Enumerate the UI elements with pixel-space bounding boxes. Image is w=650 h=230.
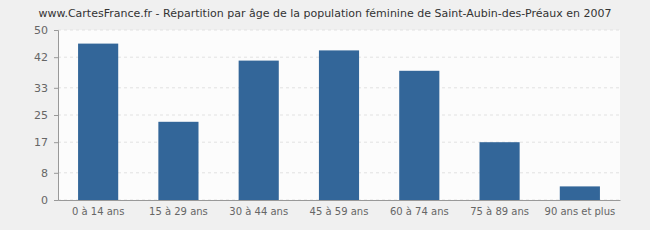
tick-label: 75 à 89 ans: [470, 206, 529, 217]
tick-label: 42: [34, 51, 48, 64]
tick: 8: [41, 167, 58, 180]
y-axis: 0 8 17 25 33 42 50: [34, 24, 59, 207]
tick-mark: [54, 115, 58, 116]
bar: [319, 50, 359, 200]
x-axis: 0 à 14 ans 15 à 29 ans 30 à 44 ans 45 à 59 …: [59, 200, 621, 217]
chart: www.CartesFrance.fr - Répartition par âg…: [0, 0, 650, 230]
tick: 50: [34, 24, 58, 37]
background: [0, 0, 650, 230]
tick-label: 45 à 59 ans: [310, 206, 369, 217]
tick: 33: [34, 82, 58, 95]
tick-mark: [54, 173, 58, 174]
tick-mark: [54, 57, 58, 58]
tick-mark: [54, 88, 58, 89]
tick: 15 à 29 ans: [149, 200, 208, 217]
tick-mark: [54, 200, 58, 201]
tick: 75 à 89 ans: [470, 200, 529, 217]
tick: 0 à 14 ans: [72, 200, 124, 217]
tick-mark: [54, 30, 58, 31]
grid: [58, 30, 620, 200]
bar: [158, 122, 198, 200]
bar: [560, 186, 600, 200]
axis-line: [54, 31, 59, 201]
tick-label: 60 à 74 ans: [390, 206, 449, 217]
tick: 45 à 59 ans: [310, 200, 369, 217]
tick-label: 17: [34, 136, 48, 149]
bar: [78, 44, 118, 200]
tick-label: 50: [34, 24, 48, 37]
bar: [399, 71, 439, 200]
tick: 30 à 44 ans: [229, 200, 288, 217]
tick-label: 0 à 14 ans: [72, 206, 124, 217]
tick-label: 90 ans et plus: [545, 206, 616, 217]
tick: 17: [34, 136, 58, 149]
tick-label: 25: [34, 109, 48, 122]
bar: [239, 61, 279, 200]
plot: 0 8 17 25 33 42 50 0 à 14 ans 15 à 29 ans 30 à 44…: [34, 24, 621, 217]
tick: 60 à 74 ans: [390, 200, 449, 217]
tick: 25: [34, 109, 58, 122]
plot-area: [58, 30, 620, 200]
tick-label: 33: [34, 82, 48, 95]
tick: 90 ans et plus: [545, 200, 616, 217]
grid-line: [58, 30, 620, 31]
bar: [480, 142, 520, 200]
tick-label: 30 à 44 ans: [229, 206, 288, 217]
tick: 0: [41, 194, 58, 207]
tick: 42: [34, 51, 58, 64]
title: www.CartesFrance.fr - Répartition par âg…: [38, 7, 611, 20]
axis-line: [59, 200, 621, 201]
tick-label: 0: [41, 194, 48, 207]
bars: [78, 44, 600, 200]
tick-label: 8: [41, 167, 48, 180]
tick-mark: [54, 142, 58, 143]
tick-label: 15 à 29 ans: [149, 206, 208, 217]
